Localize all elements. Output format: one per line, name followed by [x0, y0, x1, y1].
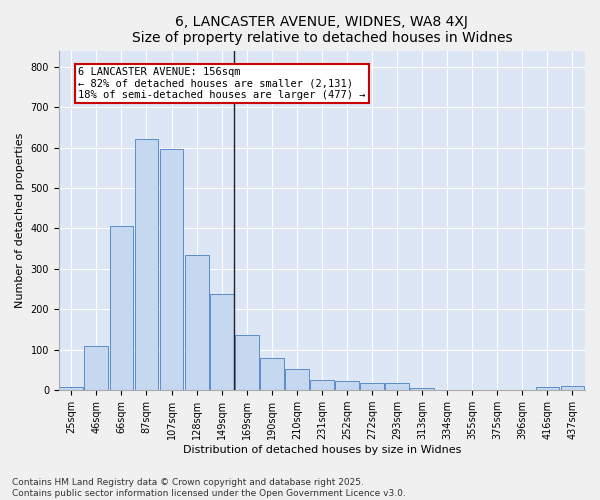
Text: Contains HM Land Registry data © Crown copyright and database right 2025.
Contai: Contains HM Land Registry data © Crown c… [12, 478, 406, 498]
Bar [335, 382, 359, 390]
Bar [260, 358, 284, 390]
Bar [185, 255, 209, 390]
Bar [560, 386, 584, 390]
Bar [310, 380, 334, 390]
Bar [385, 383, 409, 390]
Bar [410, 388, 434, 390]
Bar [285, 369, 309, 390]
Bar [85, 346, 108, 390]
Text: 6 LANCASTER AVENUE: 156sqm
← 82% of detached houses are smaller (2,131)
18% of s: 6 LANCASTER AVENUE: 156sqm ← 82% of deta… [79, 66, 366, 100]
Y-axis label: Number of detached properties: Number of detached properties [15, 132, 25, 308]
Bar [360, 384, 384, 390]
Title: 6, LANCASTER AVENUE, WIDNES, WA8 4XJ
Size of property relative to detached house: 6, LANCASTER AVENUE, WIDNES, WA8 4XJ Siz… [131, 15, 512, 45]
Bar [536, 387, 559, 390]
Bar [110, 226, 133, 390]
Bar [235, 335, 259, 390]
Bar [160, 149, 184, 390]
X-axis label: Distribution of detached houses by size in Widnes: Distribution of detached houses by size … [183, 445, 461, 455]
Bar [210, 294, 233, 390]
Bar [59, 388, 83, 390]
Bar [134, 140, 158, 390]
